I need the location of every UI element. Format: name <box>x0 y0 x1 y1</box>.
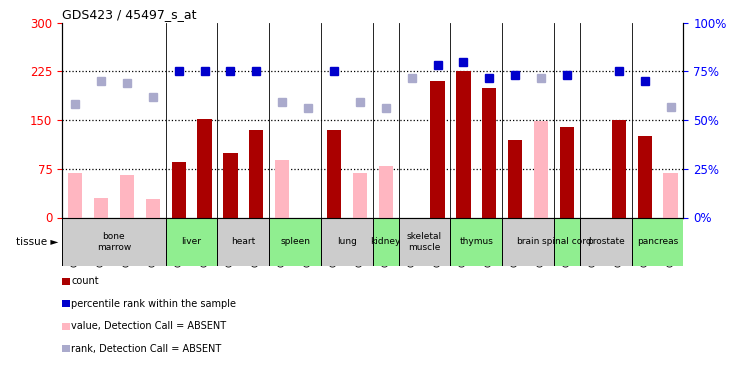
Bar <box>275 160 289 218</box>
Bar <box>373 217 398 266</box>
Bar <box>120 175 134 217</box>
Text: rank, Detection Call = ABSENT: rank, Detection Call = ABSENT <box>72 344 221 354</box>
Bar <box>321 217 373 266</box>
Text: skeletal
muscle: skeletal muscle <box>407 232 442 252</box>
Text: heart: heart <box>231 237 256 246</box>
Text: lung: lung <box>337 237 357 246</box>
Bar <box>145 199 160 217</box>
Text: spleen: spleen <box>280 237 310 246</box>
Bar <box>482 87 496 218</box>
Text: tissue ►: tissue ► <box>16 237 58 247</box>
Bar <box>560 126 574 218</box>
Bar <box>502 217 554 266</box>
Bar <box>632 217 683 266</box>
Text: spinal cord: spinal cord <box>542 237 592 246</box>
Text: pancreas: pancreas <box>637 237 678 246</box>
Text: count: count <box>72 276 99 286</box>
Text: value, Detection Call = ABSENT: value, Detection Call = ABSENT <box>72 321 227 331</box>
Bar <box>637 136 652 218</box>
Bar <box>508 140 523 218</box>
Bar <box>197 119 212 218</box>
Bar <box>62 217 166 266</box>
Bar <box>327 130 341 218</box>
Bar <box>223 153 238 218</box>
Bar <box>68 173 82 217</box>
Text: liver: liver <box>181 237 202 246</box>
Text: brain: brain <box>517 237 539 246</box>
Bar <box>249 130 263 218</box>
Bar <box>431 81 444 218</box>
Bar <box>398 217 450 266</box>
Bar <box>379 165 393 218</box>
Text: prostate: prostate <box>587 237 625 246</box>
Text: kidney: kidney <box>371 237 401 246</box>
Bar <box>353 173 367 217</box>
Bar <box>218 217 269 266</box>
Bar <box>450 217 502 266</box>
Bar <box>612 120 626 218</box>
Text: bone
marrow: bone marrow <box>96 232 131 252</box>
Bar <box>580 217 632 266</box>
Bar <box>456 71 471 217</box>
Bar <box>166 217 218 266</box>
Bar <box>172 162 186 218</box>
Text: GDS423 / 45497_s_at: GDS423 / 45497_s_at <box>62 8 197 21</box>
Bar <box>554 217 580 266</box>
Bar <box>534 121 548 218</box>
Bar <box>94 198 108 217</box>
Text: percentile rank within the sample: percentile rank within the sample <box>72 299 236 309</box>
Bar <box>664 173 678 217</box>
Bar <box>269 217 321 266</box>
Text: thymus: thymus <box>459 237 493 246</box>
